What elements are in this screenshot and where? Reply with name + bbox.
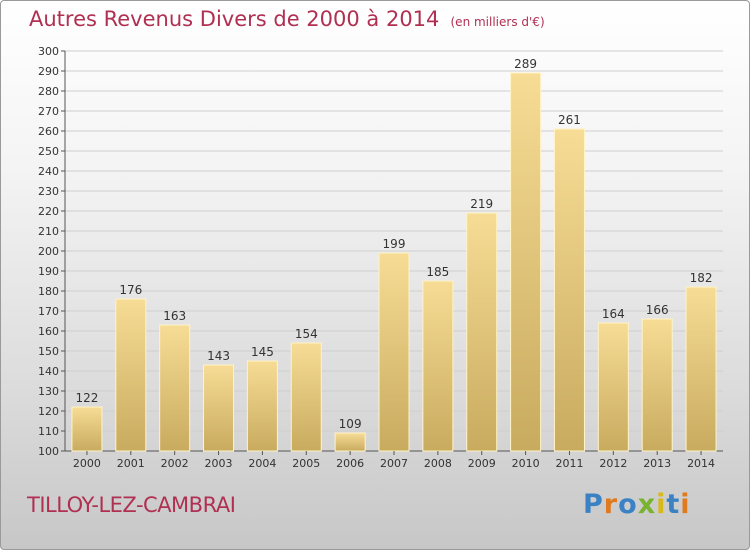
data-label: 185	[426, 265, 449, 279]
bar	[159, 324, 191, 452]
y-tick-label: 230	[38, 185, 59, 198]
data-label: 166	[646, 303, 669, 317]
x-tick-label: 2002	[161, 457, 189, 470]
x-tick-label: 2001	[117, 457, 145, 470]
x-tick-label: 2012	[599, 457, 627, 470]
y-tick-label: 170	[38, 305, 59, 318]
bar	[290, 342, 322, 452]
y-tick-label: 250	[38, 145, 59, 158]
x-tick-label: 2013	[643, 457, 671, 470]
location-label: TILLOY-LEZ-CAMBRAI	[27, 493, 236, 517]
y-tick-label: 210	[38, 225, 59, 238]
logo-letter: t	[666, 489, 681, 520]
x-tick-label: 2014	[687, 457, 715, 470]
x-tick-label: 2008	[424, 457, 452, 470]
data-label: 154	[295, 327, 318, 341]
logo-letter: x	[637, 489, 657, 520]
y-tick-label: 260	[38, 125, 59, 138]
y-tick-label: 150	[38, 345, 59, 358]
data-label: 199	[383, 237, 406, 251]
x-tick-label: 2003	[205, 457, 233, 470]
x-tick-label: 2004	[248, 457, 276, 470]
bar	[553, 128, 585, 452]
x-tick-label: 2009	[468, 457, 496, 470]
y-tick-label: 240	[38, 165, 59, 178]
bar	[466, 212, 498, 452]
chart-title: Autres Revenus Divers de 2000 à 2014 (en…	[29, 7, 545, 31]
data-label: 164	[602, 307, 625, 321]
title-text: Autres Revenus Divers de 2000 à 2014	[29, 7, 440, 31]
data-label: 163	[163, 309, 186, 323]
y-tick-label: 180	[38, 285, 59, 298]
logo-letter: P	[583, 489, 604, 520]
y-tick-label: 290	[38, 65, 59, 78]
x-tick-label: 2007	[380, 457, 408, 470]
bar	[71, 406, 103, 452]
x-tick-label: 2000	[73, 457, 101, 470]
bar	[510, 72, 542, 452]
y-tick-label: 220	[38, 205, 59, 218]
data-label: 109	[339, 417, 362, 431]
y-tick-label: 300	[38, 45, 59, 58]
unit-text: (en milliers d'€)	[450, 15, 545, 29]
x-tick-label: 2006	[336, 457, 364, 470]
x-tick-label: 2005	[292, 457, 320, 470]
x-tick-label: 2011	[555, 457, 583, 470]
data-label: 261	[558, 113, 581, 127]
y-tick-label: 160	[38, 325, 59, 338]
bar	[115, 298, 147, 452]
data-label: 182	[690, 271, 713, 285]
bar	[378, 252, 410, 452]
bar	[334, 432, 366, 452]
data-label: 289	[514, 57, 537, 71]
x-tick-label: 2010	[512, 457, 540, 470]
y-tick-label: 280	[38, 85, 59, 98]
logo-letter: i	[680, 489, 691, 520]
y-tick-label: 100	[38, 445, 59, 458]
y-tick-label: 190	[38, 265, 59, 278]
y-tick-label: 270	[38, 105, 59, 118]
bar	[246, 360, 278, 452]
data-label: 122	[75, 391, 98, 405]
bar	[203, 364, 235, 452]
y-tick-label: 130	[38, 385, 59, 398]
logo-letter: r	[603, 489, 619, 520]
y-tick-label: 110	[38, 425, 59, 438]
data-label: 176	[119, 283, 142, 297]
y-tick-label: 120	[38, 405, 59, 418]
bar	[422, 280, 454, 452]
data-label: 219	[470, 197, 493, 211]
bar	[597, 322, 629, 452]
y-tick-label: 200	[38, 245, 59, 258]
bar	[641, 318, 673, 452]
logo-letter: i	[656, 489, 667, 520]
proxiti-logo: Proxiti	[583, 489, 691, 520]
data-label: 145	[251, 345, 274, 359]
y-tick-label: 140	[38, 365, 59, 378]
bar	[685, 286, 717, 452]
logo-letter: o	[618, 489, 638, 520]
data-label: 143	[207, 349, 230, 363]
